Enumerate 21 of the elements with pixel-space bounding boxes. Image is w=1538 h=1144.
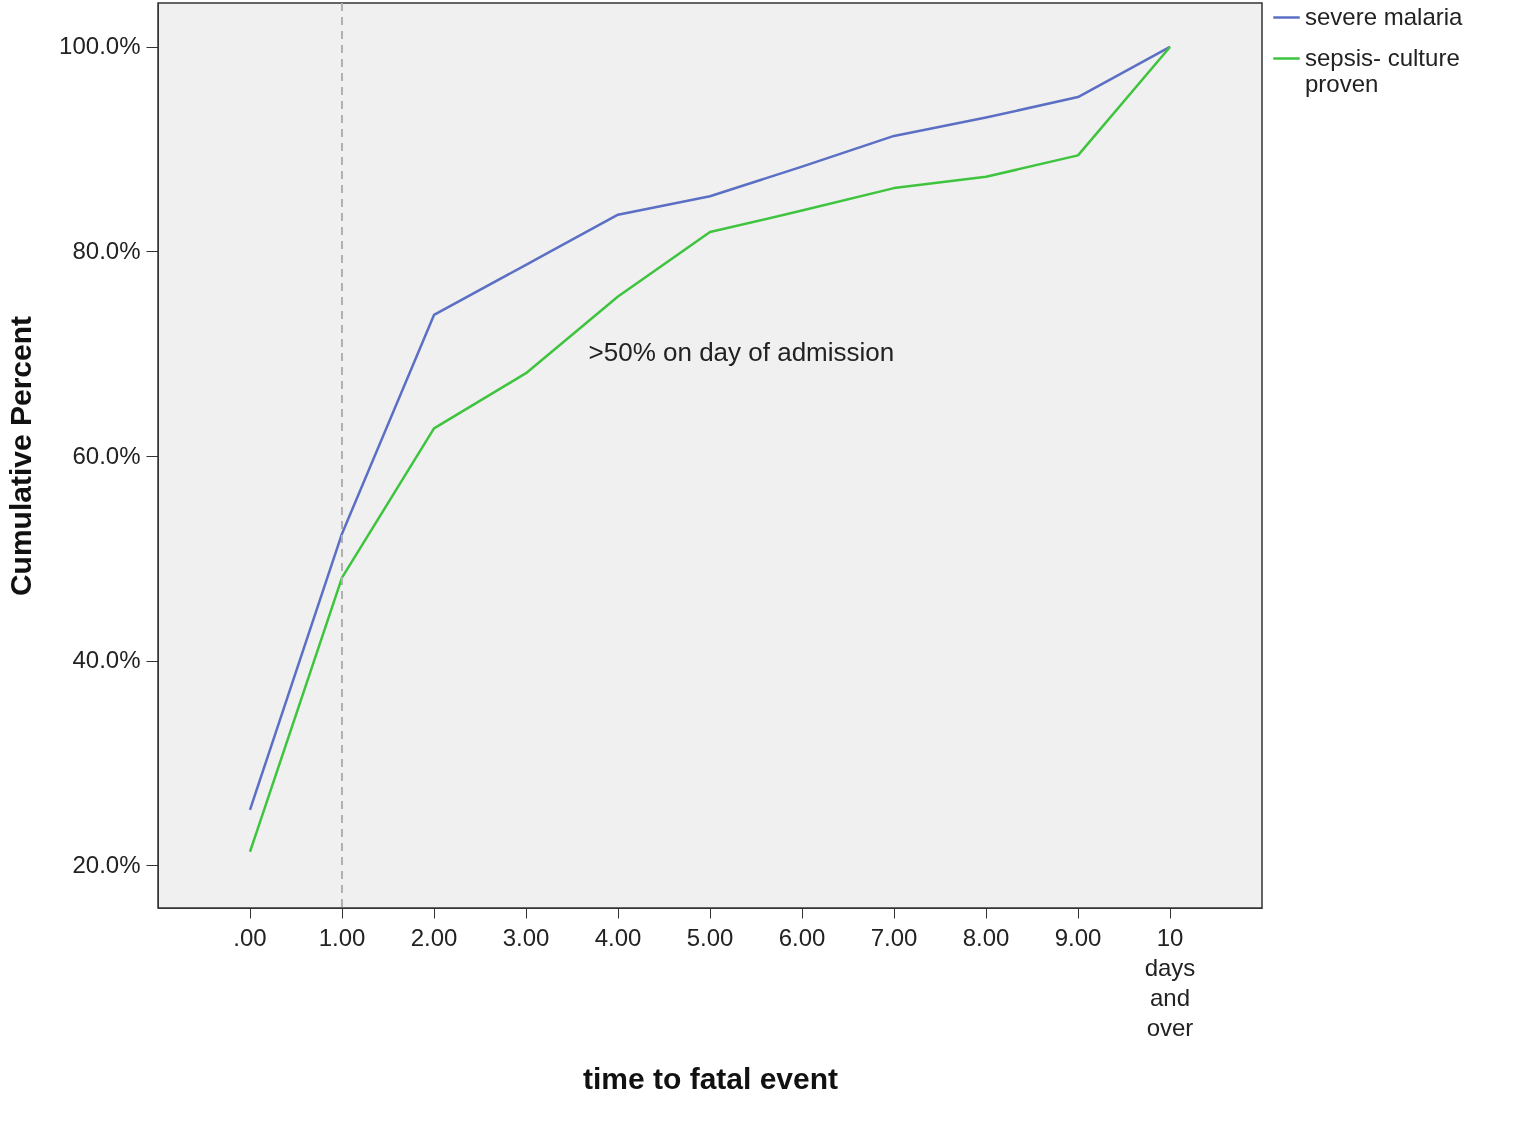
legend-label: sepsis- culture proven	[1305, 43, 1460, 97]
x-tick-label: 5.00	[686, 923, 734, 951]
y-tick-label: 40.0%	[72, 646, 141, 674]
annotation: >50% on day of admission	[588, 337, 895, 367]
x-tick-label: 1.00	[318, 923, 366, 951]
y-axis-title: Cumulative Percent	[4, 315, 38, 597]
y-tick-label: 100.0%	[59, 32, 141, 60]
x-axis-title: time to fatal event	[582, 1061, 839, 1095]
x-tick-label: 10 days and over	[1144, 923, 1196, 1041]
y-tick-label: 20.0%	[72, 850, 141, 878]
x-tick-label: 7.00	[870, 923, 918, 951]
x-tick-label: 8.00	[962, 923, 1010, 951]
x-tick-label: 4.00	[594, 923, 642, 951]
x-tick-label: 9.00	[1054, 923, 1102, 951]
legend-label: severe malaria	[1305, 2, 1464, 30]
y-tick-label: 80.0%	[72, 236, 141, 264]
x-tick-label: 3.00	[502, 923, 550, 951]
y-tick-label: 60.0%	[72, 441, 141, 469]
x-tick-label: .00	[233, 923, 267, 951]
x-tick-label: 2.00	[410, 923, 458, 951]
x-tick-label: 6.00	[778, 923, 826, 951]
